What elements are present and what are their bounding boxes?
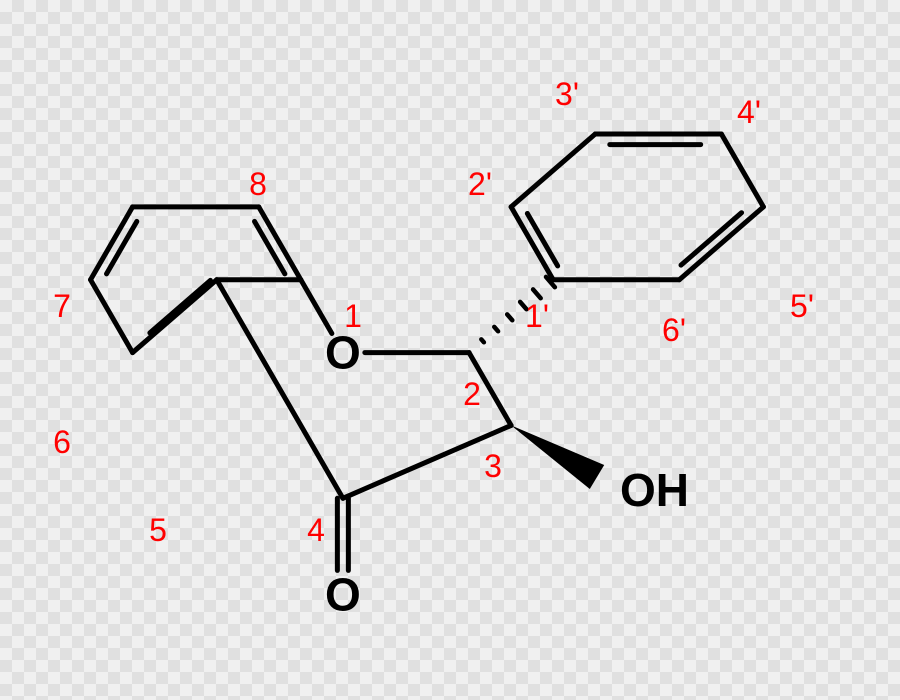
atom-symbol: O [325, 327, 361, 379]
position-label: 2 [463, 376, 481, 412]
position-label: 5 [149, 512, 167, 548]
atom-symbol: O [325, 568, 361, 620]
molecule-diagram: OOOH123456781'2'3'4'5'6' [0, 0, 900, 700]
position-label: 8 [249, 166, 267, 202]
position-label: 3' [555, 76, 579, 112]
atom-symbol: OH [620, 464, 689, 516]
position-label: 4' [737, 94, 761, 130]
position-label: 1 [344, 298, 362, 334]
position-label: 7 [53, 288, 71, 324]
position-label: 6' [662, 312, 686, 348]
position-label: 4 [307, 512, 325, 548]
position-label: 6 [53, 424, 71, 460]
position-label: 5' [790, 288, 814, 324]
position-label: 2' [468, 166, 492, 202]
position-label: 1' [525, 298, 549, 334]
position-label: 3 [484, 448, 502, 484]
